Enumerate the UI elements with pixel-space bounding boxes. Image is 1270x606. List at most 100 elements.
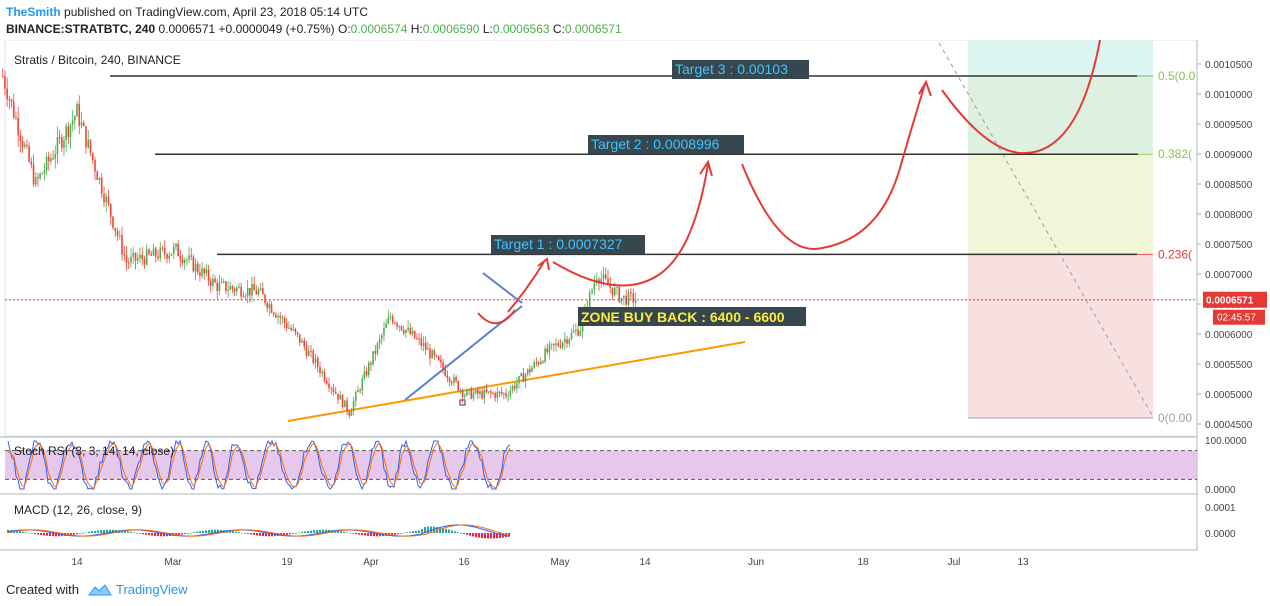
candle-body [298, 334, 301, 343]
candle-body [544, 348, 546, 363]
macd-histogram-bar [247, 533, 249, 534]
candle-body [604, 274, 607, 279]
low-label: L: [482, 22, 493, 36]
candle-body [26, 144, 28, 147]
y-tick-label: 0.0009000 [1205, 150, 1253, 161]
candle-body [518, 376, 520, 384]
macd-histogram-bar [454, 531, 456, 533]
macd-histogram-bar [85, 532, 87, 534]
tradingview-brand[interactable]: TradingView [116, 582, 188, 597]
candle-body [476, 389, 479, 394]
macd-histogram-bar [145, 533, 147, 535]
candle-body [186, 259, 188, 261]
candle-body [96, 171, 99, 180]
macd-histogram-bar [211, 529, 213, 533]
candle-body [579, 331, 582, 336]
price-chart[interactable]: 0.5(0.0 0.382(0.236(0(0.00 Target 1 : 0.00… [0, 40, 1270, 574]
candle-body [402, 330, 405, 334]
candle-body [56, 137, 59, 155]
candle-body [542, 361, 544, 363]
candle-body [154, 248, 157, 257]
candle-body [39, 173, 41, 179]
fib-label: 0.236( [1158, 247, 1192, 261]
macd-histogram-bar [136, 533, 138, 534]
macd-histogram-bar [496, 533, 498, 539]
macd-histogram-bar [97, 530, 99, 533]
candle-body [216, 282, 219, 292]
candle-body [281, 317, 284, 319]
candle-body [161, 247, 164, 249]
candle-body [372, 351, 374, 365]
candle-body [105, 196, 108, 203]
macd-histogram-bar [373, 533, 375, 537]
candle-body [74, 116, 76, 121]
macd-histogram-bar [76, 533, 78, 535]
forecast-arrow-2 [699, 159, 713, 177]
candle-body [6, 88, 8, 100]
candle-body [37, 177, 39, 179]
candle-body [177, 243, 179, 257]
candle-body [127, 262, 130, 264]
candle-body [270, 304, 273, 313]
macd-histogram-bar [232, 531, 234, 533]
candle-body [611, 287, 614, 296]
candle-body [520, 373, 522, 377]
x-tick-label: 14 [639, 557, 651, 568]
candle-body [100, 177, 103, 194]
macd-histogram-bar [25, 532, 27, 533]
y-tick-label: 0.0005500 [1205, 360, 1253, 371]
candle-body [618, 287, 621, 302]
candle-body [496, 391, 499, 398]
macd-histogram-bar [28, 532, 30, 534]
symbol-label: BINANCE:STRATBTC, 240 [6, 22, 156, 36]
candle-body [132, 252, 135, 257]
candle-body [577, 329, 579, 336]
macd-histogram-bar [349, 532, 351, 534]
macd-histogram-bar [139, 533, 141, 534]
target-label-bg [588, 135, 744, 154]
candle-body [296, 332, 299, 335]
macd-histogram-bar [238, 532, 240, 533]
candle-body [539, 361, 542, 364]
macd-histogram-bar [52, 533, 54, 537]
author-name[interactable]: TheSmith [6, 5, 61, 19]
macd-histogram-bar [412, 531, 414, 533]
candle-body [130, 256, 132, 263]
macd-histogram-bar [478, 533, 480, 538]
y-tick-label: 0.0005000 [1205, 390, 1253, 401]
candle-body [257, 290, 260, 295]
candle-body [620, 297, 623, 302]
candle-body [503, 393, 505, 395]
fib-label: 0.382( [1158, 147, 1192, 161]
candle-body [607, 278, 609, 285]
target-label: Target 1 : 0.0007327 [494, 236, 623, 252]
macd-histogram-bar [316, 529, 318, 533]
candle-body [255, 290, 258, 295]
candle-body [170, 253, 173, 256]
macd-histogram-bar [337, 530, 339, 533]
fib-zone-top [968, 40, 1153, 76]
candle-body [457, 381, 460, 391]
macd-histogram-bar [124, 530, 126, 533]
x-tick-label: 19 [281, 557, 293, 568]
macd-histogram-bar [49, 533, 51, 537]
candle-body [548, 344, 551, 353]
candle-body [367, 363, 370, 376]
candle-body [455, 376, 457, 382]
macd-histogram-bar [142, 533, 144, 535]
candle-body [199, 272, 201, 276]
candle-body [588, 292, 591, 311]
candle-body [175, 243, 177, 247]
candle-body [409, 327, 412, 334]
macd-histogram-bar [313, 530, 315, 533]
macd-histogram-bar [484, 533, 486, 539]
falling-trendline [482, 272, 523, 304]
candle-body [65, 126, 67, 141]
candle-body [533, 362, 536, 368]
macd-histogram-bar [394, 533, 396, 535]
macd-histogram-bar [265, 533, 267, 537]
candle-body [398, 326, 401, 328]
candle-body [481, 391, 483, 399]
forecast-leg-2 [552, 163, 709, 287]
y-tick-label: 0.0008500 [1205, 180, 1253, 191]
